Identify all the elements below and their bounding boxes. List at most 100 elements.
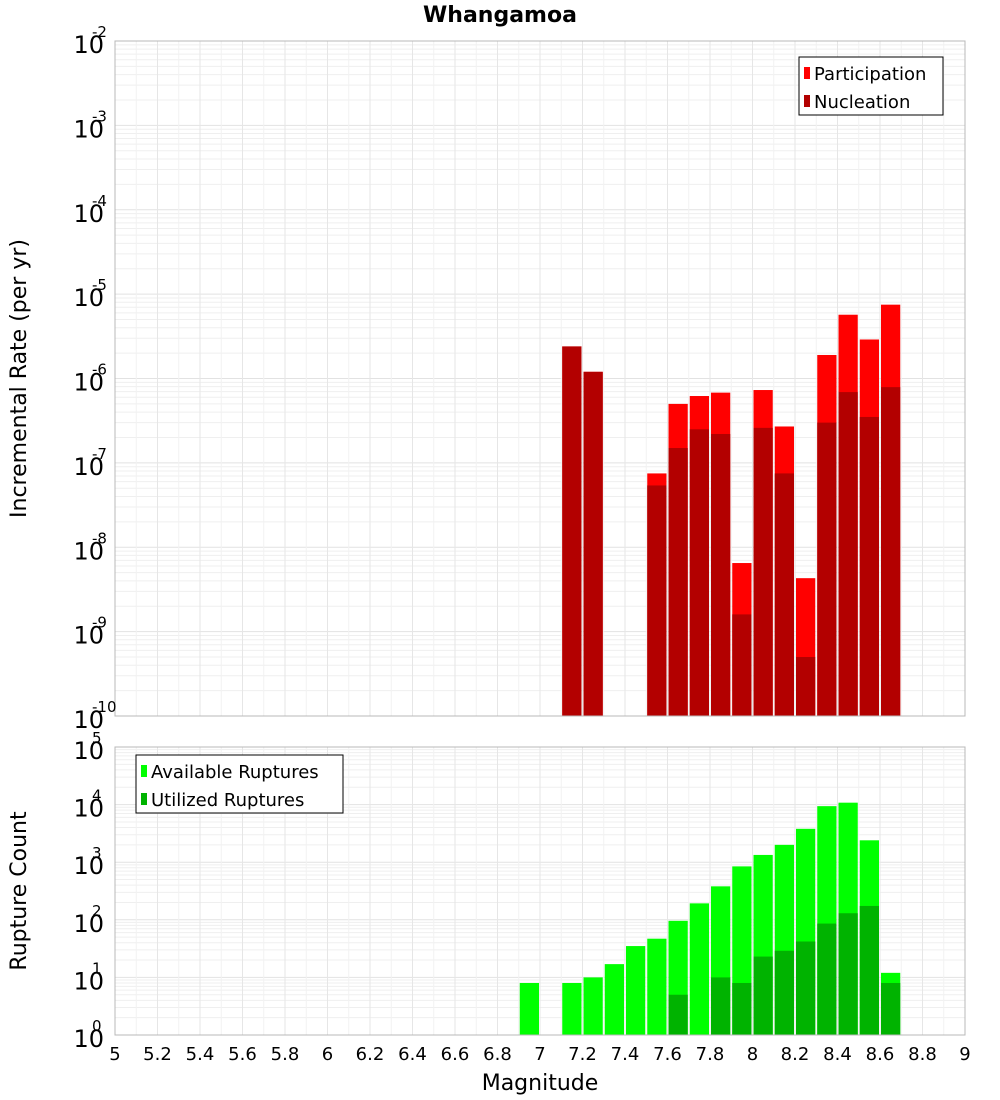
available-bar: [583, 977, 603, 1035]
x-tick-label: 6.8: [483, 1044, 512, 1065]
available-bar: [689, 903, 709, 1035]
available-bar: [562, 982, 582, 1035]
x-tick-label: 8.6: [866, 1044, 895, 1065]
legend-swatch: [141, 793, 147, 805]
x-tick-label: 7: [534, 1044, 545, 1065]
y-tick-label: 10: [73, 369, 104, 397]
plot-frame: [114, 746, 966, 1036]
y-tick-label: 10: [73, 31, 104, 59]
nucleation-bar: [583, 371, 603, 716]
nucleation-bar: [753, 427, 773, 716]
plot-frame: [114, 40, 966, 717]
y-axis-label: Incremental Rate (per yr): [7, 239, 32, 518]
nucleation-bar: [838, 392, 858, 716]
nucleation-bar: [732, 614, 752, 716]
y-tick-exponent: -3: [92, 107, 107, 125]
chart-title: Whangamoa: [423, 3, 577, 28]
utilized-bar: [732, 982, 752, 1035]
utilized-bar: [817, 923, 837, 1035]
y-tick-exponent: 1: [92, 959, 102, 977]
utilized-bar: [838, 913, 858, 1035]
y-tick-label: 10: [73, 453, 104, 481]
utilized-bar: [859, 905, 879, 1035]
y-tick-exponent: -2: [92, 23, 107, 41]
y-tick-exponent: -9: [92, 614, 107, 632]
available-bar: [519, 982, 539, 1035]
legend-swatch: [804, 67, 810, 79]
x-tick-label: 7.6: [653, 1044, 682, 1065]
utilized-bar: [711, 977, 731, 1035]
y-tick-exponent: -5: [92, 276, 107, 294]
y-tick-label: 10: [73, 737, 104, 765]
x-tick-label: 7.8: [696, 1044, 725, 1065]
x-tick-label: 8.4: [823, 1044, 852, 1065]
rate-panel: 10-1010-910-810-710-610-510-410-310-2Inc…: [7, 23, 966, 734]
x-tick-label: 6: [322, 1044, 333, 1065]
y-tick-label: 10: [73, 1025, 104, 1053]
x-tick-label: 9: [959, 1044, 970, 1065]
utilized-bar: [796, 941, 816, 1035]
y-tick-exponent: 3: [92, 844, 102, 862]
available-bar: [626, 946, 646, 1035]
y-tick-exponent: 2: [92, 902, 102, 920]
y-tick-exponent: -8: [92, 529, 107, 547]
nucleation-bar: [562, 346, 582, 716]
x-tick-label: 8.2: [781, 1044, 810, 1065]
legend-box: [798, 56, 944, 116]
y-tick-label: 10: [73, 706, 104, 734]
x-tick-label: 7.2: [568, 1044, 597, 1065]
utilized-bar: [753, 956, 773, 1035]
legend-label: Available Ruptures: [151, 762, 319, 783]
x-tick-label: 5.4: [186, 1044, 215, 1065]
x-tick-label: 7.4: [611, 1044, 640, 1065]
legend-label: Participation: [814, 64, 926, 85]
y-tick-label: 10: [73, 200, 104, 228]
utilized-bar: [668, 994, 688, 1035]
y-tick-label: 10: [73, 537, 104, 565]
x-tick-label: 8.8: [908, 1044, 937, 1065]
y-tick-label: 10: [73, 622, 104, 650]
y-axis-label: Rupture Count: [7, 811, 32, 971]
legend-label: Utilized Ruptures: [151, 790, 304, 811]
nucleation-bar: [689, 429, 709, 716]
utilized-bar: [881, 982, 901, 1035]
y-tick-exponent: -6: [92, 361, 107, 379]
nucleation-bar: [881, 387, 901, 716]
y-tick-exponent: 4: [92, 787, 102, 805]
x-tick-label: 6.6: [441, 1044, 470, 1065]
y-tick-label: 10: [73, 795, 104, 823]
count-legend: Available Ruptures Utilized Ruptures: [135, 754, 344, 814]
legend-swatch: [141, 765, 147, 777]
x-tick-label: 5.2: [143, 1044, 172, 1065]
y-tick-label: 10: [73, 910, 104, 938]
y-tick-exponent: -10: [92, 698, 117, 716]
x-tick-label: 6.2: [356, 1044, 385, 1065]
y-tick-exponent: -4: [92, 192, 107, 210]
x-tick-label: 5: [109, 1044, 120, 1065]
nucleation-bar: [668, 448, 688, 716]
legend-swatch: [804, 95, 810, 107]
x-tick-label: 8: [747, 1044, 758, 1065]
y-tick-exponent: 5: [92, 729, 102, 747]
y-tick-label: 10: [73, 284, 104, 312]
y-tick-label: 10: [73, 967, 104, 995]
y-tick-exponent: -7: [92, 445, 107, 463]
utilized-bar: [774, 950, 794, 1035]
nucleation-bar: [859, 416, 879, 716]
x-tick-label: 5.8: [271, 1044, 300, 1065]
nucleation-bar: [647, 485, 667, 716]
y-tick-exponent: 0: [92, 1017, 102, 1035]
nucleation-bar: [817, 422, 837, 716]
y-tick-label: 10: [73, 852, 104, 880]
rate-legend: Participation Nucleation: [798, 56, 944, 116]
x-axis-label: Magnitude: [482, 1071, 599, 1096]
legend-label: Nucleation: [814, 92, 910, 113]
nucleation-bar: [711, 433, 731, 716]
nucleation-bar: [774, 473, 794, 716]
legend-box: [135, 754, 344, 814]
x-tick-label: 5.6: [228, 1044, 257, 1065]
x-tick-label: 6.4: [398, 1044, 427, 1065]
available-bar: [604, 964, 624, 1035]
